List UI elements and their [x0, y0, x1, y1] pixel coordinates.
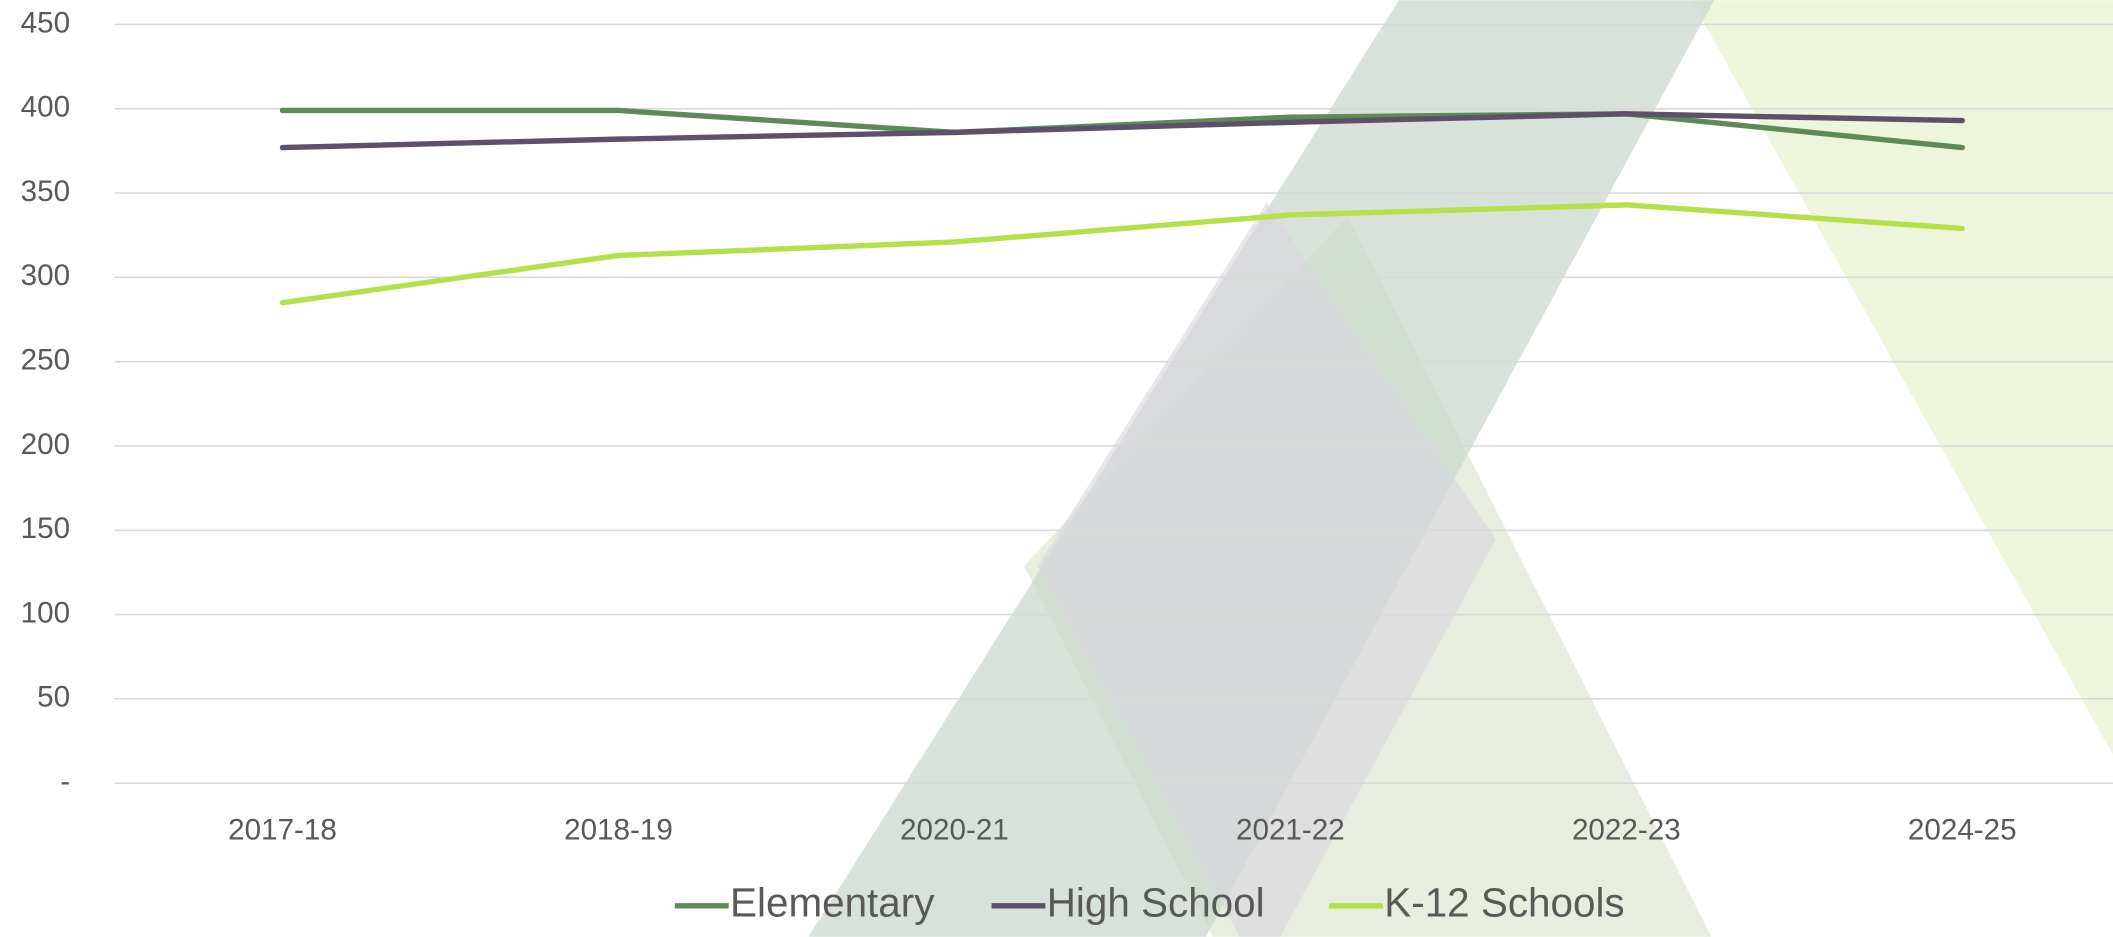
y-tick-label: 200 — [21, 428, 70, 461]
x-tick-label: 2024-25 — [1908, 814, 2017, 847]
y-tick-label: 150 — [21, 512, 70, 545]
y-tick-label: 50 — [37, 681, 70, 714]
legend-label: High School — [1047, 879, 1265, 925]
y-tick-label: 100 — [21, 596, 70, 629]
series-line — [279, 111, 1965, 151]
x-tick-label: 2020-21 — [900, 814, 1009, 847]
y-tick-label: 300 — [21, 259, 70, 292]
y-tick-label: 350 — [21, 175, 70, 208]
x-tick-label: 2017-18 — [228, 814, 337, 847]
y-tick-label: 400 — [21, 91, 70, 124]
legend-label: K-12 Schools — [1384, 879, 1624, 925]
legend-label: Elementary — [730, 879, 935, 925]
x-tick-label: 2021-22 — [1236, 814, 1345, 847]
y-tick-label: - — [60, 765, 70, 798]
x-tick-label: 2022-23 — [1572, 814, 1681, 847]
y-tick-label: 250 — [21, 343, 70, 376]
x-tick-label: 2018-19 — [564, 814, 673, 847]
y-tick-label: 450 — [21, 6, 70, 39]
background-decoration — [808, 0, 2113, 937]
series-line — [279, 202, 1965, 306]
